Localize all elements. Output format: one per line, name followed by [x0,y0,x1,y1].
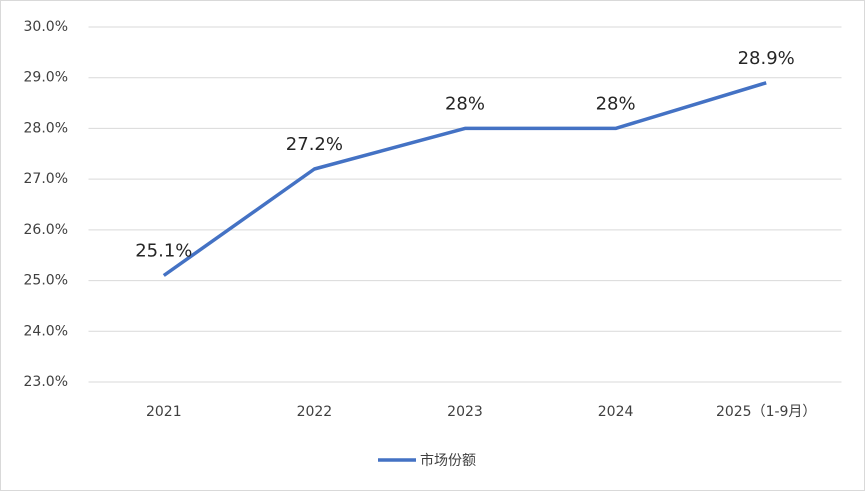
y-tick-label: 27.0% [24,171,68,187]
y-tick-label: 30.0% [24,19,68,35]
y-tick-label: 29.0% [24,70,68,86]
data-label: 25.1% [135,241,192,262]
y-tick-label: 23.0% [24,374,68,390]
data-line [162,81,767,277]
data-label: 28% [596,93,636,114]
y-tick-label: 25.0% [24,273,68,289]
legend-label: 市场份额 [420,452,476,469]
x-tick-label: 2024 [598,404,634,420]
y-tick-label: 24.0% [24,323,68,339]
y-tick-label: 26.0% [24,222,68,238]
x-tick-label: 2022 [297,404,333,420]
data-label: 28.9% [738,48,795,69]
x-tick-label: 2025（1-9月） [716,404,817,420]
data-label: 28% [445,93,485,114]
data-label: 27.2% [286,134,343,155]
x-tick-label: 2023 [447,404,483,420]
y-tick-label: 28.0% [24,120,68,136]
x-tick-label: 2021 [146,404,182,420]
